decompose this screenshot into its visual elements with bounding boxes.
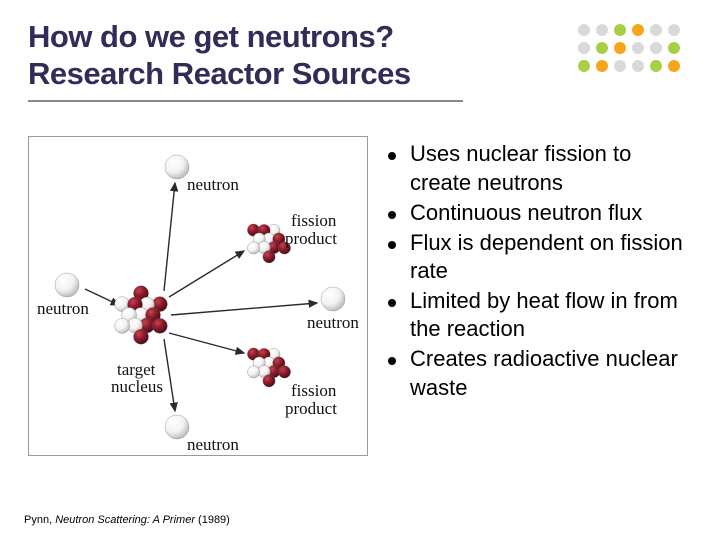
bullet-item: Creates radioactive nuclear waste bbox=[384, 345, 692, 401]
diagram-label: neutron bbox=[307, 313, 359, 333]
bullet-text: Limited by heat flow in from the reactio… bbox=[410, 287, 692, 343]
bullet-icon bbox=[388, 299, 396, 307]
bullet-icon bbox=[388, 241, 396, 249]
dot-matrix-icon bbox=[576, 22, 682, 74]
diagram-label: fission bbox=[291, 211, 336, 231]
bullet-text: Continuous neutron flux bbox=[410, 199, 642, 227]
bullet-text: Creates radioactive nuclear waste bbox=[410, 345, 692, 401]
bullet-item: Continuous neutron flux bbox=[384, 199, 692, 227]
bullet-text: Uses nuclear fission to create neutrons bbox=[410, 140, 692, 196]
citation-title: Neutron Scattering: A Primer bbox=[55, 514, 195, 526]
bullet-icon bbox=[388, 211, 396, 219]
bullet-text: Flux is dependent on fission rate bbox=[410, 229, 692, 285]
diagram-label: product bbox=[285, 229, 337, 249]
diagram-label: fission bbox=[291, 381, 336, 401]
bullet-icon bbox=[388, 357, 396, 365]
dot-matrix-decoration bbox=[576, 22, 682, 74]
bullet-item: Flux is dependent on fission rate bbox=[384, 229, 692, 285]
bullet-icon bbox=[388, 152, 396, 160]
citation: Pynn, Neutron Scattering: A Primer (1989… bbox=[24, 514, 230, 526]
diagram-label: neutron bbox=[37, 299, 89, 319]
diagram-label: product bbox=[285, 399, 337, 419]
bullet-item: Uses nuclear fission to create neutrons bbox=[384, 140, 692, 196]
diagram-label: neutron bbox=[187, 435, 239, 455]
slide: How do we get neutrons? Research Reactor… bbox=[0, 0, 720, 540]
title-area: How do we get neutrons? Research Reactor… bbox=[28, 18, 692, 102]
diagram-label: neutron bbox=[187, 175, 239, 195]
citation-year: (1989) bbox=[195, 514, 230, 526]
fission-diagram: neutronneutronneutronneutrontargetnucleu… bbox=[28, 136, 368, 456]
bullet-list: Uses nuclear fission to create neutrons C… bbox=[384, 136, 692, 456]
content-area: neutronneutronneutronneutrontargetnucleu… bbox=[28, 136, 692, 456]
citation-author: Pynn, bbox=[24, 514, 55, 526]
diagram-label: nucleus bbox=[111, 377, 163, 397]
bullet-item: Limited by heat flow in from the reactio… bbox=[384, 287, 692, 343]
title-underline bbox=[28, 100, 463, 102]
